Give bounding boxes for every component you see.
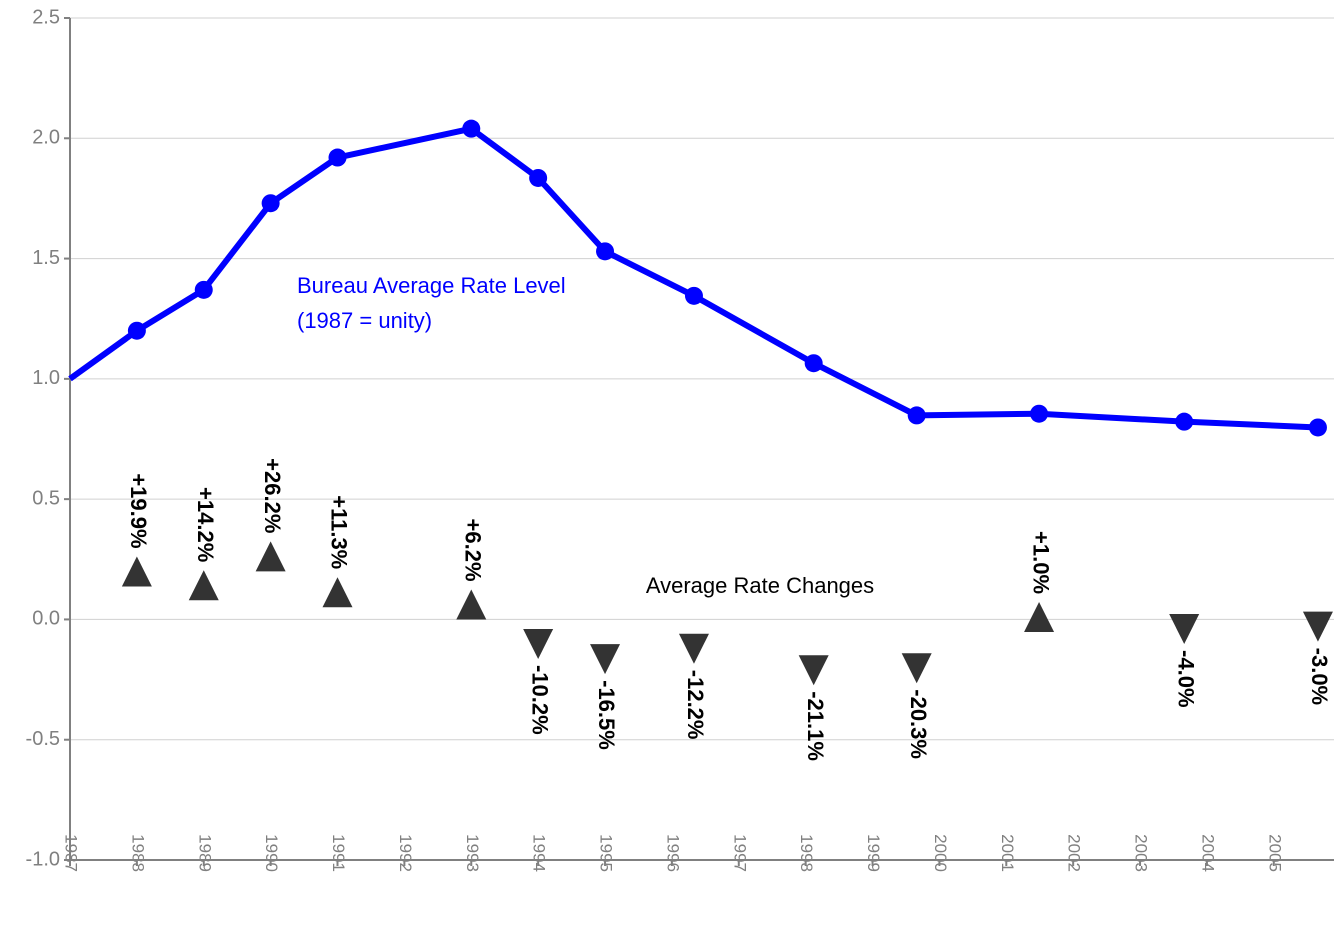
rate-level-point <box>127 321 146 340</box>
x-tick-label: 2005 <box>1265 834 1284 872</box>
x-tick-label: 2002 <box>1065 834 1084 872</box>
value-label: +14.2% <box>193 487 218 562</box>
series-label: Bureau Average Rate Level <box>297 273 566 298</box>
value-label: -4.0% <box>1173 650 1198 707</box>
rate-change-marker <box>322 577 353 608</box>
value-label: +6.2% <box>460 519 485 582</box>
y-tick-label: 1.0 <box>32 367 60 389</box>
value-label: -21.1% <box>803 691 828 761</box>
x-tick-label: 1992 <box>396 834 415 872</box>
rate-level-point <box>194 280 213 299</box>
rate-level-point <box>462 119 481 138</box>
x-tick-label: 1988 <box>128 834 147 872</box>
value-label: -3.0% <box>1307 648 1332 705</box>
rate-level-point <box>1030 404 1049 423</box>
y-tick-label: 1.5 <box>32 247 60 269</box>
rate-change-marker <box>1302 611 1333 642</box>
y-tick-label: 2.0 <box>32 127 60 149</box>
value-label: +19.9% <box>126 473 151 548</box>
y-tick-label: 2.5 <box>32 6 60 28</box>
value-label: -10.2% <box>527 665 552 735</box>
rate-level-line <box>68 125 1319 431</box>
rate-level-point <box>596 242 615 261</box>
x-tick-label: 1996 <box>663 834 682 872</box>
value-label: -12.2% <box>683 670 708 740</box>
rate-change-marker <box>678 633 709 664</box>
x-tick-label: 1989 <box>195 834 214 872</box>
x-tick-label: 1991 <box>329 834 348 872</box>
rate-change-marker <box>121 556 152 587</box>
series-label: Average Rate Changes <box>646 573 874 598</box>
rate-change-marker <box>1169 614 1200 645</box>
rate-change-marker <box>255 541 286 572</box>
rate-change-marker <box>901 653 932 684</box>
x-tick-label: 1993 <box>463 834 482 872</box>
value-label: -20.3% <box>906 689 931 759</box>
x-tick-label: 1995 <box>597 834 616 872</box>
rate-level-point <box>907 406 926 425</box>
rate-level-point <box>1175 412 1194 431</box>
x-tick-label: 1990 <box>262 834 281 872</box>
rate-change-marker <box>523 628 554 659</box>
series-note: (1987 = unity) <box>297 308 432 333</box>
rate-level-point <box>529 168 548 187</box>
x-tick-label: 2004 <box>1198 834 1217 872</box>
x-tick-label: 2000 <box>931 834 950 872</box>
x-tick-label: 1999 <box>864 834 883 872</box>
rate-level-point <box>261 194 280 213</box>
rate-level-point <box>328 148 347 167</box>
value-label: -16.5% <box>594 680 619 750</box>
y-tick-label: 0.0 <box>32 608 60 630</box>
x-tick-label: 2001 <box>998 834 1017 872</box>
rate-level-point <box>804 354 823 373</box>
x-tick-label: 1987 <box>62 834 81 872</box>
x-tick-label: 1994 <box>530 834 549 872</box>
rate-level-point <box>684 286 703 305</box>
value-label: +1.0% <box>1028 531 1053 594</box>
rate-change-marker <box>1024 602 1055 633</box>
x-tick-label: 1997 <box>730 834 749 872</box>
y-tick-label: -0.5 <box>26 728 60 750</box>
value-label: +11.3% <box>327 495 352 569</box>
rate-change-marker <box>188 570 219 601</box>
y-tick-label: -1.0 <box>26 848 60 870</box>
rate-change-marker <box>590 644 621 675</box>
rate-change-marker <box>798 655 829 686</box>
rate-change-marker <box>456 589 487 620</box>
x-tick-label: 2003 <box>1132 834 1151 872</box>
rate-level-point <box>1308 418 1327 437</box>
value-label: +26.2% <box>260 458 285 533</box>
x-tick-label: 1998 <box>797 834 816 872</box>
y-tick-label: 0.5 <box>32 487 60 509</box>
